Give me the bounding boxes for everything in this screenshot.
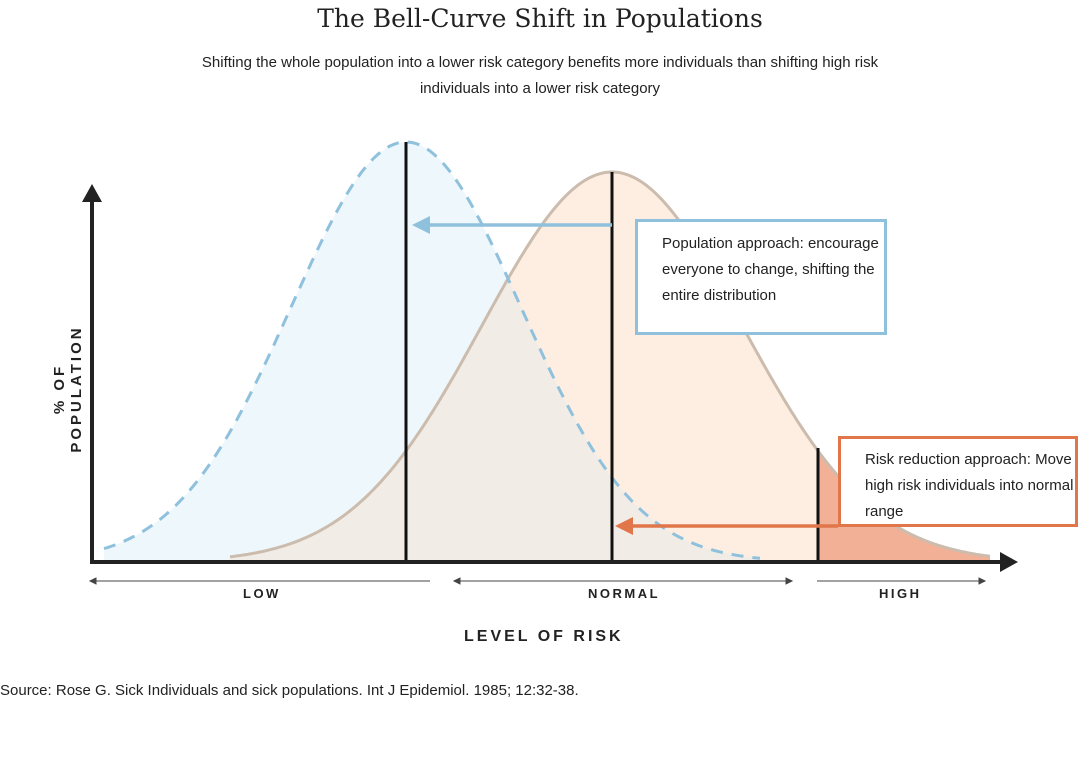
population-arrowhead	[412, 216, 430, 234]
x-axis-label: LEVEL OF RISK	[464, 628, 624, 645]
y-axis-arrowhead	[82, 184, 102, 202]
y-axis-label: % OF POPULATION	[51, 325, 85, 453]
low-range-arrowhead	[88, 577, 97, 585]
high-range-arrowhead	[978, 577, 987, 585]
risk-reduction-callout: Risk reduction approach: Move high risk …	[838, 436, 1078, 527]
source-note: Source: Rose G. Sick Individuals and sic…	[0, 682, 579, 699]
x-axis-arrowhead	[1000, 552, 1018, 572]
chart-title: The Bell-Curve Shift in Populations	[317, 4, 763, 33]
risk-arrowhead	[615, 517, 633, 535]
population-approach-callout: Population approach: encourage everyone …	[635, 219, 887, 335]
range-label-low: LOW	[243, 586, 281, 601]
range-label-high: HIGH	[879, 586, 922, 601]
high-risk-tail	[818, 450, 990, 562]
normal-range-right-arrowhead	[785, 577, 794, 585]
range-label-normal: NORMAL	[588, 586, 661, 601]
chart-subtitle: Shifting the whole population into a low…	[201, 54, 879, 97]
shifted-distribution-curve	[103, 140, 761, 560]
normal-range-left-arrowhead	[452, 577, 461, 585]
overlap-area	[230, 278, 760, 562]
